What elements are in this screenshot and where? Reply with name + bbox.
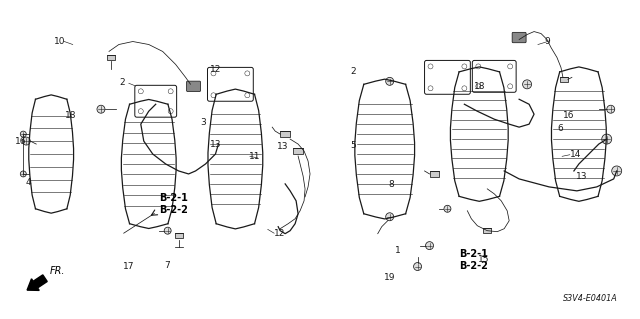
Text: 12: 12 [274, 229, 285, 238]
Text: S3V4-E0401A: S3V4-E0401A [563, 294, 618, 303]
Text: 10: 10 [54, 37, 66, 46]
Text: 12: 12 [211, 65, 222, 74]
FancyArrow shape [27, 275, 47, 290]
Bar [293, 148, 303, 154]
Text: 2: 2 [119, 78, 125, 87]
Text: 19: 19 [384, 272, 396, 281]
Circle shape [612, 166, 621, 176]
Text: FR.: FR. [50, 266, 65, 276]
FancyBboxPatch shape [512, 32, 526, 43]
Text: 17: 17 [122, 262, 134, 271]
Text: 18: 18 [474, 82, 486, 91]
Text: 9: 9 [544, 37, 550, 46]
Text: 7: 7 [164, 261, 170, 271]
Text: 18: 18 [65, 111, 77, 120]
Text: 14: 14 [570, 150, 581, 159]
FancyBboxPatch shape [187, 81, 200, 92]
Text: 16: 16 [563, 111, 575, 120]
Circle shape [97, 105, 105, 113]
Text: 8: 8 [389, 180, 395, 189]
Text: B-2-1: B-2-1 [159, 193, 188, 203]
Bar [280, 131, 290, 137]
Text: 4: 4 [26, 178, 31, 187]
Text: 13: 13 [276, 142, 288, 151]
Bar [560, 77, 568, 82]
Text: 3: 3 [200, 118, 206, 128]
Circle shape [602, 134, 612, 144]
Text: B-2-2: B-2-2 [159, 205, 188, 215]
Text: B-2-1: B-2-1 [459, 249, 488, 259]
Circle shape [20, 171, 26, 177]
Bar [429, 171, 440, 177]
Circle shape [413, 263, 422, 271]
Text: B-2-2: B-2-2 [459, 261, 488, 271]
Circle shape [22, 137, 30, 145]
Text: 11: 11 [248, 152, 260, 161]
Circle shape [386, 78, 394, 85]
Bar [483, 228, 492, 233]
Circle shape [607, 105, 614, 113]
Text: 15: 15 [478, 255, 490, 264]
Circle shape [386, 213, 394, 221]
Text: 6: 6 [557, 124, 563, 133]
Text: 13: 13 [211, 140, 222, 149]
Circle shape [523, 80, 532, 89]
Text: 16: 16 [15, 137, 27, 145]
Circle shape [426, 241, 433, 249]
Circle shape [444, 205, 451, 212]
Bar [175, 233, 182, 238]
Text: 5: 5 [351, 141, 356, 150]
Circle shape [20, 131, 26, 137]
Text: 2: 2 [351, 67, 356, 76]
Text: 13: 13 [576, 172, 588, 181]
Text: 1: 1 [395, 246, 401, 255]
Bar [107, 55, 115, 60]
Circle shape [164, 227, 171, 234]
